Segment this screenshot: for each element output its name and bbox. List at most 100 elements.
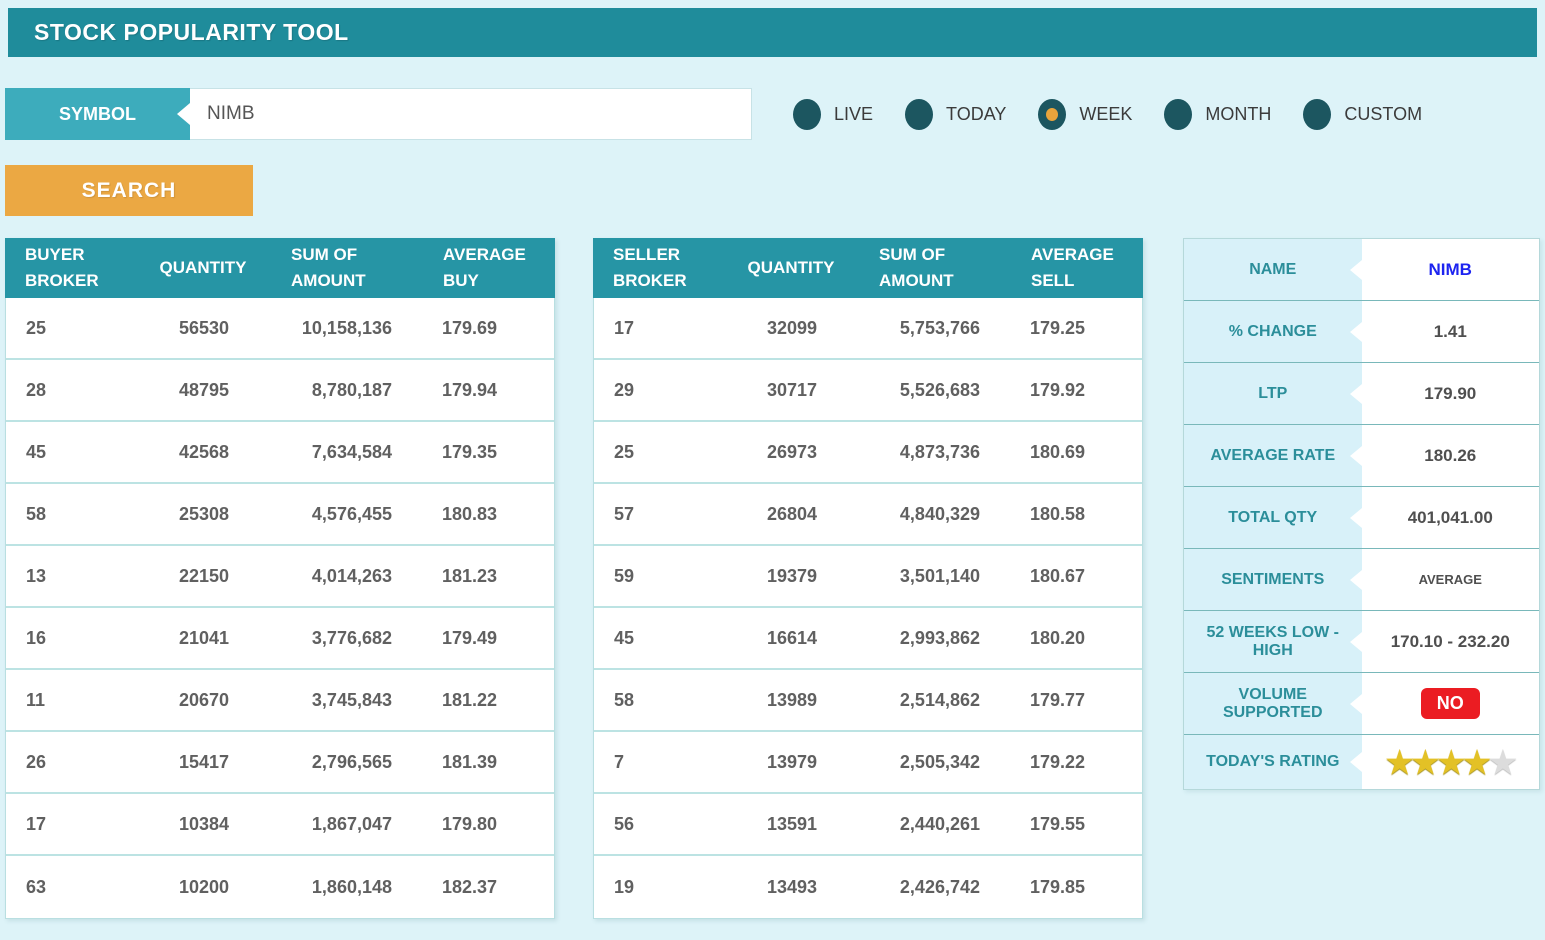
table-row: 25 26973 4,873,736 180.69 (594, 422, 1142, 484)
star-empty-icon: ★ (1488, 744, 1517, 780)
buyer-table-body: 25 56530 10,158,136 179.69 28 48795 8,780,187 1… (6, 298, 554, 918)
table-cell: 58 (26, 503, 47, 524)
table-cell: 10200 (178, 876, 230, 897)
table-cell: 1,860,148 (311, 876, 392, 897)
table-cell: 4,840,329 (899, 503, 980, 524)
table-cell: 15417 (178, 751, 230, 772)
summary-row-sentiments: SENTIMENTS AVERAGE (1184, 549, 1539, 611)
search-button[interactable]: SEARCH (5, 165, 253, 216)
period-option-today[interactable]: TODAY (905, 98, 1007, 130)
summary-row-volume-supported: VOLUME SUPPORTED NO (1184, 673, 1539, 735)
summary-label: TODAY'S RATING (1184, 735, 1362, 789)
summary-row-todays-rating: TODAY'S RATING ★ ★ ★ ★ ★ (1184, 735, 1539, 789)
summary-row-total-qty: TOTAL QTY 401,041.00 (1184, 487, 1539, 549)
symbol-field-group: SYMBOL (5, 88, 752, 140)
buyer-broker-table: BUYER BROKER QUANTITY SUM OF AMOUNT AVER… (5, 238, 555, 919)
symbol-input[interactable] (190, 88, 752, 140)
table-row: 13 22150 4,014,263 181.23 (6, 546, 554, 608)
table-cell: 180.83 (442, 503, 498, 524)
seller-broker-table: SELLER BROKER QUANTITY SUM OF AMOUNT AVE… (593, 238, 1143, 919)
table-cell: 179.85 (1030, 876, 1086, 897)
table-cell: 28 (26, 379, 47, 400)
table-cell: 7 (614, 751, 625, 772)
summary-label: 52 WEEKS LOW - HIGH (1184, 611, 1362, 672)
radio-icon (1303, 98, 1332, 130)
table-cell: 58 (614, 689, 635, 710)
table-cell: 1,867,047 (311, 813, 392, 834)
period-option-label: LIVE (834, 103, 874, 124)
table-row: 63 10200 1,860,148 182.37 (6, 856, 554, 918)
summary-row-average-rate: AVERAGE RATE 180.26 (1184, 425, 1539, 487)
seller-table-body: 17 32099 5,753,766 179.25 29 30717 5,526,683 17… (594, 298, 1142, 918)
star-filled-icon: ★ (1437, 744, 1465, 780)
table-cell: 4,014,263 (311, 565, 392, 586)
stock-summary-panel: NAME NIMB % CHANGE 1.41 LTP 179.90 AVERA… (1183, 238, 1540, 790)
symbol-field-label-text: SYMBOL (58, 103, 136, 124)
sentiments-value: AVERAGE (1418, 572, 1482, 587)
table-cell: 179.92 (1030, 379, 1086, 400)
summary-label: LTP (1184, 363, 1362, 424)
period-option-label: TODAY (946, 103, 1007, 124)
table-cell: 16 (26, 627, 47, 648)
stock-name-value[interactable]: NIMB (1428, 259, 1472, 279)
period-option-label: CUSTOM (1344, 103, 1423, 124)
table-row: 26 15417 2,796,565 181.39 (6, 732, 554, 794)
table-row: 7 13979 2,505,342 179.22 (594, 732, 1142, 794)
table-row: 17 32099 5,753,766 179.25 (594, 298, 1142, 360)
table-cell: 2,426,742 (899, 876, 980, 897)
table-cell: 20670 (178, 689, 230, 710)
period-option-month[interactable]: MONTH (1164, 98, 1271, 130)
table-cell: 3,501,140 (899, 565, 980, 586)
average-rate-value: 180.26 (1424, 445, 1477, 465)
table-cell: 179.69 (442, 317, 498, 338)
table-cell: 180.58 (1030, 503, 1086, 524)
column-header: QUANTITY (747, 258, 835, 277)
table-cell: 181.22 (442, 689, 498, 710)
table-cell: 179.25 (1030, 317, 1086, 338)
page-title: STOCK POPULARITY TOOL (34, 19, 349, 45)
summary-label: SENTIMENTS (1184, 549, 1362, 610)
column-header: QUANTITY (159, 258, 247, 277)
period-option-live[interactable]: LIVE (793, 98, 874, 130)
controls-row: SYMBOL LIVE TODAY WEEK MONTH CUSTOM (5, 88, 1537, 140)
table-cell: 2,440,261 (899, 813, 980, 834)
period-option-custom[interactable]: CUSTOM (1303, 98, 1423, 130)
period-option-week[interactable]: WEEK (1038, 98, 1132, 130)
table-cell: 179.94 (442, 379, 498, 400)
table-cell: 179.35 (442, 441, 498, 462)
table-cell: 13979 (766, 751, 818, 772)
summary-label: VOLUME SUPPORTED (1184, 673, 1362, 734)
table-cell: 180.67 (1030, 565, 1086, 586)
table-cell: 13989 (766, 689, 818, 710)
rating-stars: ★ ★ ★ ★ ★ (1385, 744, 1517, 780)
table-cell: 3,745,843 (311, 689, 392, 710)
table-cell: 42568 (178, 441, 230, 462)
summary-row-52-weeks-low-high: 52 WEEKS LOW - HIGH 170.10 - 232.20 (1184, 611, 1539, 673)
table-cell: 2,505,342 (899, 751, 980, 772)
radio-icon (905, 98, 934, 130)
table-cell: 10384 (178, 813, 230, 834)
table-row: 59 19379 3,501,140 180.67 (594, 546, 1142, 608)
summary-label: TOTAL QTY (1184, 487, 1362, 548)
table-cell: 4,576,455 (311, 503, 392, 524)
radio-icon (793, 98, 821, 130)
table-cell: 21041 (178, 627, 230, 648)
table-row: 19 13493 2,426,742 179.85 (594, 856, 1142, 918)
table-cell: 19 (614, 876, 635, 897)
table-cell: 45 (614, 627, 635, 648)
star-filled-icon: ★ (1411, 744, 1440, 780)
table-cell: 179.55 (1030, 813, 1086, 834)
table-cell: 25 (26, 317, 47, 338)
table-cell: 181.39 (442, 751, 498, 772)
table-cell: 5,753,766 (899, 317, 980, 338)
table-row: 16 21041 3,776,682 179.49 (6, 608, 554, 670)
table-cell: 25 (614, 441, 635, 462)
table-cell: 2,514,862 (899, 689, 980, 710)
radio-icon (1164, 98, 1193, 130)
table-row: 17 10384 1,867,047 179.80 (6, 794, 554, 856)
summary-row-ltp: LTP 179.90 (1184, 363, 1539, 425)
table-cell: 182.37 (442, 876, 498, 897)
table-cell: 17 (614, 317, 635, 338)
star-filled-icon: ★ (1385, 744, 1414, 780)
table-cell: 179.77 (1030, 689, 1086, 710)
